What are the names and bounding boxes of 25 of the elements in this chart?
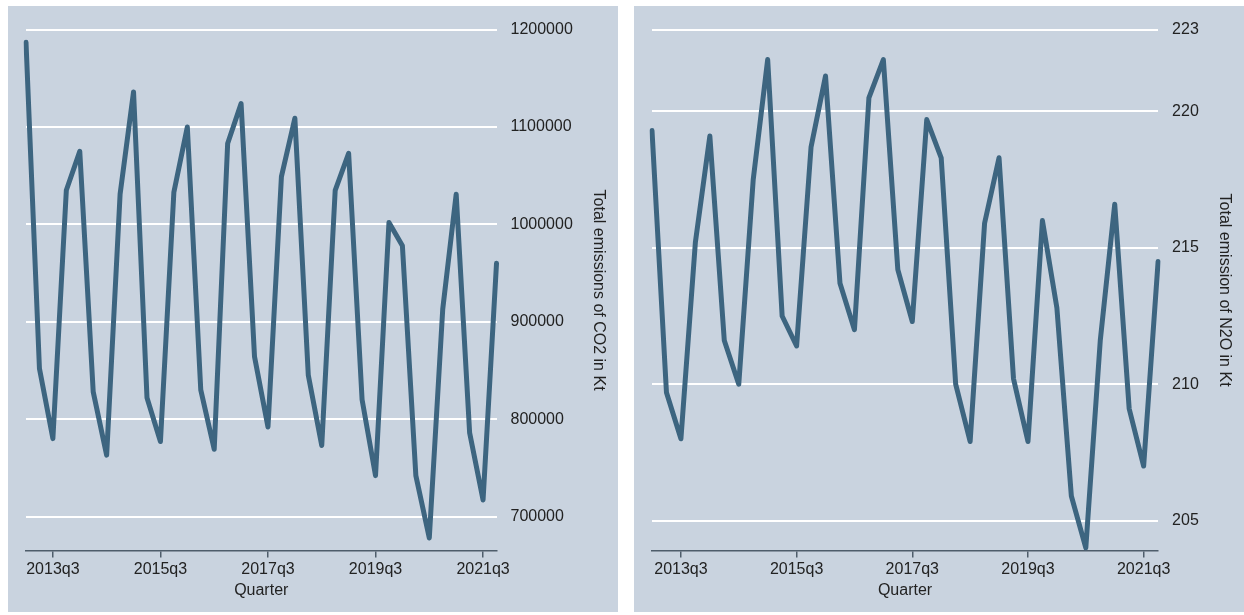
x-axis-title: Quarter (234, 580, 290, 598)
y-tick-label: 205 (1172, 511, 1199, 528)
x-tick-label: 2017q3 (241, 559, 295, 577)
x-axis-title: Quarter (877, 580, 933, 598)
x-tick-label: 2015q3 (769, 559, 824, 577)
y-tick-label: 215 (1172, 238, 1199, 256)
y-tick-label: 900000 (510, 312, 564, 330)
x-tick-label: 2017q3 (885, 559, 940, 577)
x-tick-label: 2013q3 (26, 559, 80, 577)
y-tick-label: 220 (1172, 101, 1199, 119)
y-tick-label: 223 (1172, 20, 1199, 38)
x-tick-label: 2021q3 (456, 559, 510, 577)
x-tick-label: 2019q3 (1001, 559, 1055, 577)
y-tick-label: 1200000 (510, 20, 573, 38)
x-tick-label: 2021q3 (1116, 559, 1171, 577)
y-axis-title: Total emissions of CO2 in Kt (590, 189, 608, 392)
x-tick-label: 2019q3 (348, 559, 403, 577)
y-tick-label: 210 (1172, 374, 1199, 392)
y-tick-label: 700000 (510, 506, 564, 524)
y-axis-title: Total emission of N2O in Kt (1216, 193, 1234, 388)
y-tick-label: 1100000 (510, 117, 572, 135)
y-tick-label: 1000000 (510, 214, 573, 232)
x-tick-label: 2015q3 (133, 559, 188, 577)
y-tick-label: 800000 (510, 409, 564, 427)
x-tick-label: 2013q3 (654, 559, 708, 577)
